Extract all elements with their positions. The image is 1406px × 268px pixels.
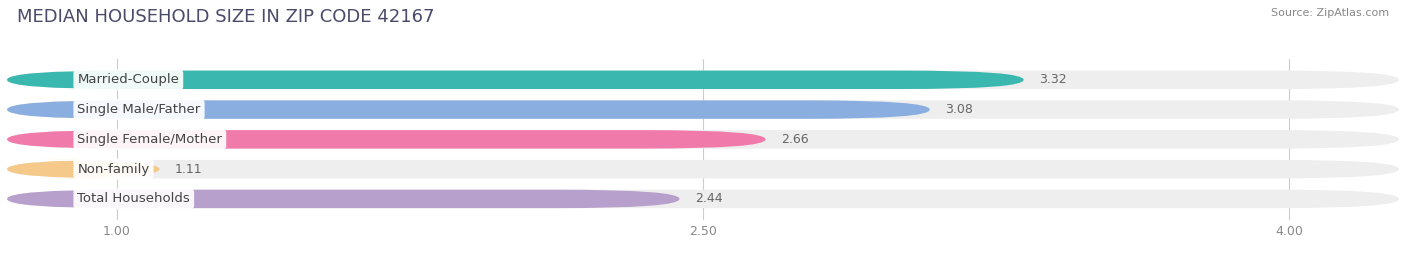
FancyBboxPatch shape [7, 70, 1024, 89]
Text: MEDIAN HOUSEHOLD SIZE IN ZIP CODE 42167: MEDIAN HOUSEHOLD SIZE IN ZIP CODE 42167 [17, 8, 434, 26]
FancyBboxPatch shape [7, 160, 1399, 178]
Text: 2.66: 2.66 [782, 133, 808, 146]
Text: Married-Couple: Married-Couple [77, 73, 180, 86]
FancyBboxPatch shape [7, 160, 159, 178]
FancyBboxPatch shape [7, 100, 1399, 119]
Text: Source: ZipAtlas.com: Source: ZipAtlas.com [1271, 8, 1389, 18]
Text: 3.32: 3.32 [1039, 73, 1067, 86]
FancyBboxPatch shape [7, 190, 1399, 208]
Text: Non-family: Non-family [77, 163, 149, 176]
Text: Single Male/Father: Single Male/Father [77, 103, 201, 116]
Text: Single Female/Mother: Single Female/Mother [77, 133, 222, 146]
FancyBboxPatch shape [7, 130, 765, 148]
FancyBboxPatch shape [7, 130, 1399, 148]
FancyBboxPatch shape [7, 70, 1399, 89]
Text: Total Households: Total Households [77, 192, 190, 205]
FancyBboxPatch shape [7, 100, 929, 119]
Text: 1.11: 1.11 [176, 163, 202, 176]
FancyBboxPatch shape [7, 190, 679, 208]
Text: 3.08: 3.08 [945, 103, 973, 116]
Text: 2.44: 2.44 [695, 192, 723, 205]
